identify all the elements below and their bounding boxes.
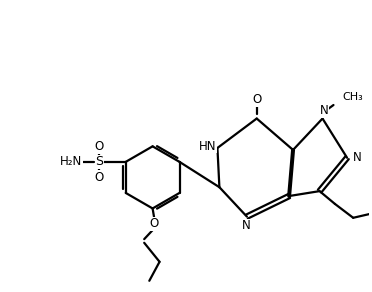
Text: HN: HN (198, 140, 216, 153)
Text: N: N (353, 151, 362, 164)
Text: O: O (252, 93, 262, 106)
Text: S: S (95, 155, 103, 168)
Text: H₂N: H₂N (60, 155, 82, 168)
Text: N: N (320, 104, 328, 117)
Text: N: N (242, 219, 251, 232)
Text: O: O (95, 171, 104, 184)
Text: O: O (95, 140, 104, 153)
Text: CH₃: CH₃ (342, 92, 363, 102)
Text: O: O (150, 217, 159, 230)
